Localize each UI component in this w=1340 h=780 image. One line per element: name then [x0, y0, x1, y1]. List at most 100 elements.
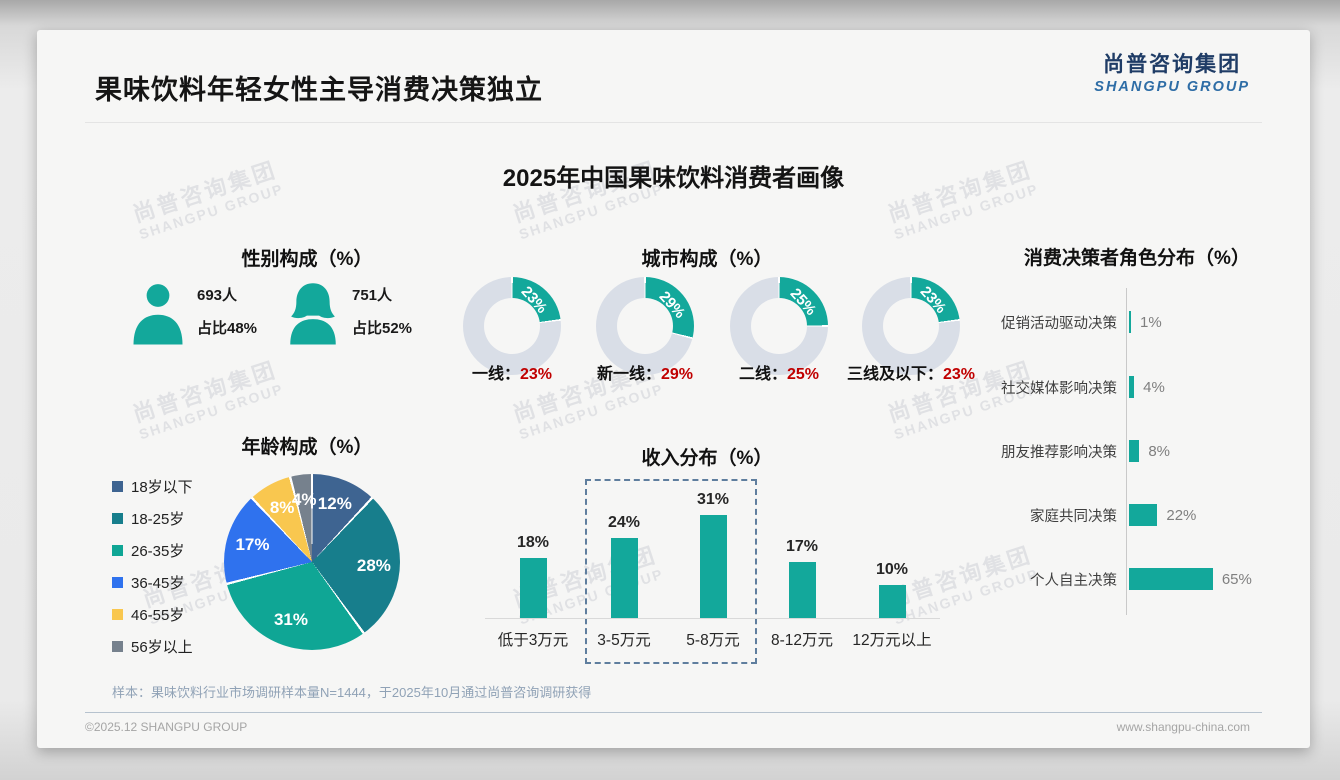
donut-caption: 二线：25% — [704, 360, 854, 384]
decision-category: 社交媒体影响决策 — [1001, 380, 1117, 397]
legend-item: 36-45岁 — [112, 566, 193, 598]
chart-main-title: 2025年中国果味饮料消费者画像 — [502, 165, 845, 192]
decision-value: 22% — [1166, 506, 1197, 524]
pie-slice-label: 4% — [291, 490, 317, 510]
female-stats: 751人 占比52% — [352, 284, 412, 338]
logo-zh-text: 尚普咨询集团 — [1103, 53, 1242, 76]
legend-label: 36-45岁 — [131, 574, 185, 592]
income-x-label: 5-8万元 — [686, 632, 740, 649]
decision-row: 个人自主决策 65% — [917, 566, 1252, 592]
pie-slice-label: 28% — [356, 555, 391, 575]
income-bar — [519, 558, 547, 618]
income-baseline — [485, 618, 940, 619]
shangpu-logo: 尚普咨询集团 SHANGPU GROUP — [1094, 48, 1250, 95]
income-value: 24% — [607, 514, 641, 532]
donut-caption: 一线：23% — [437, 360, 587, 384]
donut-caption-label: 新一线： — [596, 366, 661, 383]
legend-swatch — [112, 544, 123, 556]
donut-tier3-below: 23% — [862, 277, 960, 375]
decision-category: 家庭共同决策 — [1030, 508, 1117, 525]
legend-swatch — [112, 576, 123, 588]
footer-website: www.shangpu-china.com — [1116, 720, 1250, 734]
title-separator — [85, 122, 1262, 123]
watermark-zh: 尚普咨询集团 — [129, 356, 281, 427]
legend-item: 46-55岁 — [112, 598, 193, 630]
decision-row: 促销活动驱动决策 1% — [917, 309, 1162, 335]
donut-caption-value: 23% — [942, 366, 976, 383]
slide-card: 尚普咨询集团 SHANGPU GROUP 尚普咨询集团 SHANGPU GROUP … — [37, 30, 1310, 748]
age-section-title: 年龄构成（%） — [241, 437, 373, 458]
pie-slice-label: 17% — [235, 534, 270, 554]
income-column: 10% — [847, 561, 937, 618]
decision-category: 促销活动驱动决策 — [1001, 315, 1117, 332]
donut-hole — [883, 298, 939, 354]
donut-tier1: 23% — [463, 277, 561, 375]
income-highlight-box — [585, 479, 757, 664]
income-bar — [788, 561, 816, 618]
age-pie-chart: 12% 28% 31% 17% 8% 4% — [224, 474, 400, 650]
income-column: 17% — [757, 538, 847, 618]
income-column: 18% — [488, 534, 578, 618]
decision-value: 1% — [1140, 313, 1162, 331]
decision-axis-line — [1126, 288, 1127, 615]
male-share: 占比48% — [197, 320, 258, 337]
income-value: 10% — [875, 560, 909, 578]
female-share: 占比52% — [352, 320, 413, 337]
female-icon — [290, 283, 336, 345]
income-column: 24% — [579, 514, 669, 618]
income-bar — [878, 584, 906, 618]
donut-hole — [484, 298, 540, 354]
logo-en-text: SHANGPU GROUP — [1094, 79, 1250, 95]
gender-section-title: 性别构成（%） — [241, 249, 373, 270]
legend-item: 18-25岁 — [112, 502, 193, 534]
donut-tier2: 25% — [730, 277, 828, 375]
income-section-title: 收入分布（%） — [641, 448, 773, 469]
donut-new-tier1: 29% — [596, 277, 694, 375]
decision-row: 社交媒体影响决策 4% — [917, 374, 1165, 400]
legend-label: 18-25岁 — [131, 510, 185, 528]
donut-caption-value: 23% — [519, 366, 553, 383]
donut-caption: 三线及以下：23% — [821, 360, 1001, 384]
income-x-label: 12万元以上 — [852, 632, 932, 649]
sample-note: 样本：果味饮料行业市场调研样本量N=1444，于2025年10月通过尚普咨询调研… — [112, 685, 592, 700]
pie-slice-label: 31% — [273, 610, 308, 630]
donut-caption-label: 三线及以下： — [846, 366, 943, 383]
legend-label: 26-35岁 — [131, 542, 185, 560]
legend-label: 46-55岁 — [131, 606, 185, 624]
age-legend: 18岁以下 18-25岁 26-35岁 36-45岁 46-55岁 56岁以上 — [112, 470, 193, 662]
city-section-title: 城市构成（%） — [641, 249, 773, 270]
legend-item: 18岁以下 — [112, 470, 193, 502]
donut-caption-label: 一线： — [471, 366, 520, 383]
male-stats: 693人 占比48% — [197, 284, 257, 338]
legend-swatch — [112, 608, 123, 620]
decision-bar — [1129, 568, 1213, 590]
decision-value: 65% — [1221, 570, 1252, 588]
pie-slice-label: 8% — [269, 497, 295, 517]
donut-caption-label: 二线： — [738, 366, 787, 383]
donut-caption: 新一线：29% — [570, 360, 720, 384]
pie-slice-label: 12% — [317, 494, 352, 514]
decision-section-title: 消费决策者角色分布（%） — [1024, 248, 1250, 269]
legend-item: 56岁以上 — [112, 630, 193, 662]
footer-copyright: ©2025.12 SHANGPU GROUP — [85, 720, 248, 734]
legend-label: 18岁以下 — [131, 478, 193, 496]
decision-category: 朋友推荐影响决策 — [1001, 444, 1117, 461]
income-x-label: 8-12万元 — [770, 632, 834, 649]
decision-value: 4% — [1143, 378, 1165, 396]
income-value: 18% — [516, 534, 550, 552]
donut-caption-value: 25% — [786, 366, 820, 383]
decision-category: 个人自主决策 — [1030, 572, 1117, 589]
legend-swatch — [112, 480, 123, 492]
legend-label: 56岁以上 — [131, 638, 193, 656]
income-column: 31% — [668, 491, 758, 618]
decision-bar — [1129, 311, 1131, 333]
decision-value: 8% — [1148, 442, 1170, 460]
income-x-label: 3-5万元 — [597, 632, 651, 649]
decision-bar — [1129, 376, 1135, 398]
watermark-en: SHANGPU GROUP — [516, 380, 666, 443]
female-count: 751人 — [352, 287, 393, 304]
decision-bar — [1129, 440, 1140, 462]
income-x-label: 低于3万元 — [497, 632, 569, 649]
male-count: 693人 — [197, 287, 238, 304]
legend-swatch — [112, 512, 123, 524]
